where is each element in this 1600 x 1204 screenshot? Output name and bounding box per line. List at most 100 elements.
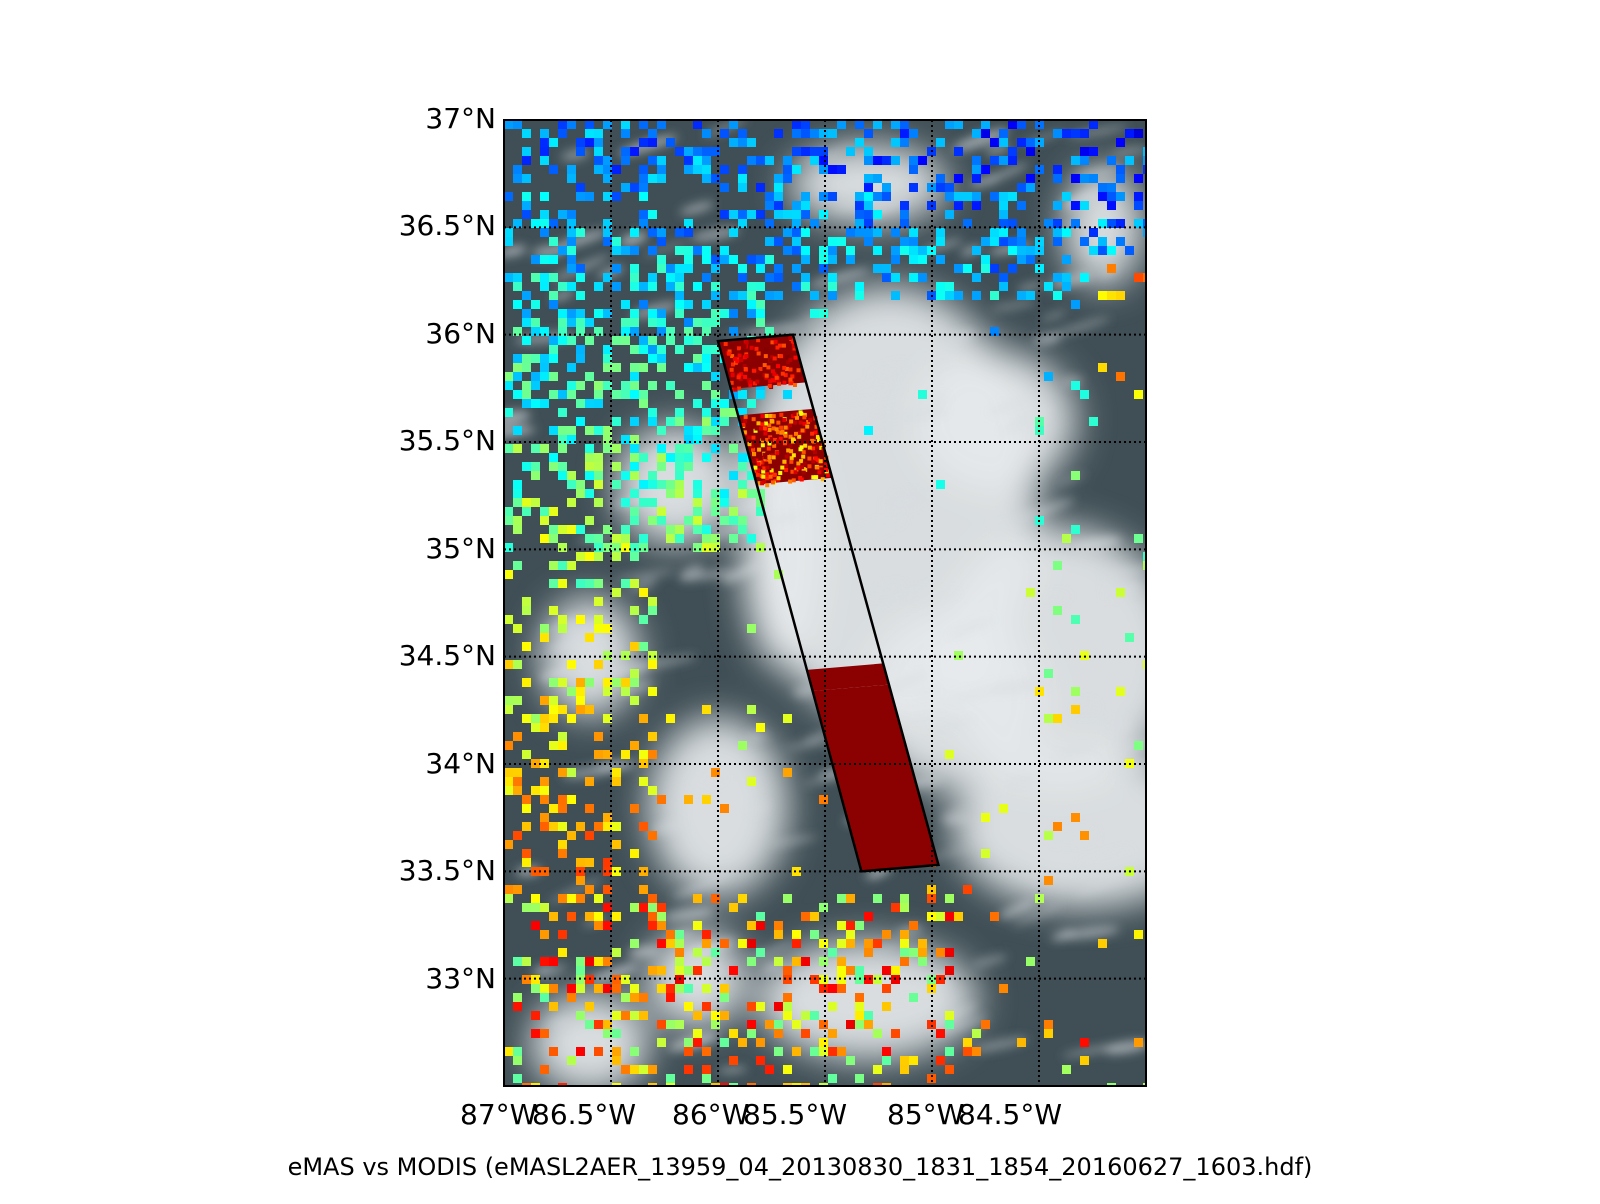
aod-pixel bbox=[1143, 147, 1146, 156]
aod-pixel bbox=[594, 984, 603, 993]
aod-pixel bbox=[972, 1029, 981, 1038]
swath-pixel bbox=[797, 434, 802, 439]
aod-pixel bbox=[540, 444, 549, 453]
aod-pixel bbox=[567, 993, 576, 1002]
aod-pixel bbox=[558, 840, 567, 849]
aod-pixel bbox=[900, 138, 909, 147]
swath-pixel bbox=[764, 437, 769, 442]
aod-pixel bbox=[1116, 687, 1125, 696]
aod-pixel bbox=[657, 426, 666, 435]
lat-tick-label: 36°N bbox=[425, 317, 496, 350]
aod-pixel bbox=[855, 993, 864, 1002]
aod-pixel bbox=[828, 273, 837, 282]
aod-pixel bbox=[990, 228, 999, 237]
aod-pixel bbox=[549, 912, 558, 921]
aod-pixel bbox=[576, 984, 585, 993]
aod-pixel bbox=[522, 399, 531, 408]
aod-pixel bbox=[1134, 534, 1143, 543]
aod-pixel bbox=[639, 759, 648, 768]
aod-pixel bbox=[828, 192, 837, 201]
aod-pixel bbox=[576, 1047, 585, 1056]
aod-pixel bbox=[549, 273, 558, 282]
swath-pixel bbox=[792, 346, 797, 351]
aod-pixel bbox=[864, 912, 873, 921]
swath-pixel bbox=[794, 415, 799, 420]
aod-pixel bbox=[747, 534, 756, 543]
aod-pixel bbox=[1080, 1038, 1089, 1047]
aod-pixel bbox=[621, 246, 630, 255]
swath-pixel bbox=[824, 462, 829, 467]
aod-pixel bbox=[1143, 552, 1146, 561]
aod-pixel bbox=[774, 237, 783, 246]
aod-pixel bbox=[531, 318, 540, 327]
aod-pixel bbox=[684, 147, 693, 156]
swath-pixel bbox=[743, 374, 748, 379]
aod-pixel bbox=[531, 300, 540, 309]
cloud-streak bbox=[532, 964, 552, 975]
aod-pixel bbox=[792, 930, 801, 939]
aod-pixel bbox=[621, 471, 630, 480]
aod-pixel bbox=[648, 831, 657, 840]
aod-pixel bbox=[720, 498, 729, 507]
aod-pixel bbox=[864, 1011, 873, 1020]
swath-pixel bbox=[812, 450, 817, 455]
aod-pixel bbox=[702, 543, 711, 552]
aod-pixel bbox=[621, 993, 630, 1002]
swath-pixel bbox=[786, 452, 791, 457]
aod-pixel bbox=[873, 210, 882, 219]
aod-pixel bbox=[756, 210, 765, 219]
map-caption: eMAS vs MODIS (eMASL2AER_13959_04_201308… bbox=[287, 1153, 1313, 1181]
aod-pixel bbox=[549, 336, 558, 345]
cloud-streak bbox=[887, 501, 907, 511]
aod-pixel bbox=[576, 687, 585, 696]
aod-pixel bbox=[558, 336, 567, 345]
aod-pixel bbox=[720, 489, 729, 498]
aod-pixel bbox=[972, 273, 981, 282]
aod-pixel bbox=[621, 156, 630, 165]
aod-pixel bbox=[666, 381, 675, 390]
aod-pixel bbox=[873, 264, 882, 273]
aod-pixel bbox=[630, 489, 639, 498]
aod-pixel bbox=[990, 138, 999, 147]
aod-pixel bbox=[648, 309, 657, 318]
aod-pixel bbox=[882, 183, 891, 192]
aod-pixel bbox=[657, 327, 666, 336]
aod-pixel bbox=[837, 957, 846, 966]
swath-pixel bbox=[764, 413, 769, 418]
cloud bbox=[757, 940, 978, 1061]
aod-pixel bbox=[594, 750, 603, 759]
aod-pixel bbox=[729, 966, 738, 975]
aod-pixel bbox=[1089, 417, 1098, 426]
aod-pixel bbox=[549, 606, 558, 615]
aod-pixel bbox=[603, 273, 612, 282]
aod-pixel bbox=[621, 543, 630, 552]
aod-pixel bbox=[531, 1011, 540, 1020]
aod-pixel bbox=[576, 876, 585, 885]
aod-pixel bbox=[891, 228, 900, 237]
aod-pixel bbox=[765, 201, 774, 210]
aod-pixel bbox=[612, 1011, 621, 1020]
aod-pixel bbox=[648, 273, 657, 282]
aod-pixel bbox=[720, 516, 729, 525]
aod-pixel bbox=[567, 219, 576, 228]
aod-pixel bbox=[639, 885, 648, 894]
aod-pixel bbox=[621, 498, 630, 507]
swath-pixel bbox=[752, 452, 757, 457]
aod-pixel bbox=[567, 435, 576, 444]
aod-pixel bbox=[756, 300, 765, 309]
aod-pixel bbox=[1143, 561, 1146, 570]
swath-pixel bbox=[763, 421, 768, 426]
aod-pixel bbox=[702, 1074, 711, 1083]
aod-pixel bbox=[792, 219, 801, 228]
aod-pixel bbox=[819, 903, 828, 912]
aod-pixel bbox=[720, 210, 729, 219]
aod-pixel bbox=[729, 120, 738, 129]
aod-pixel bbox=[585, 552, 594, 561]
aod-pixel bbox=[513, 660, 522, 669]
aod-pixel bbox=[1098, 939, 1107, 948]
aod-pixel bbox=[774, 174, 783, 183]
aod-pixel bbox=[576, 678, 585, 687]
cloud bbox=[646, 928, 747, 1029]
swath-pixel bbox=[766, 365, 771, 370]
aod-pixel bbox=[522, 714, 531, 723]
